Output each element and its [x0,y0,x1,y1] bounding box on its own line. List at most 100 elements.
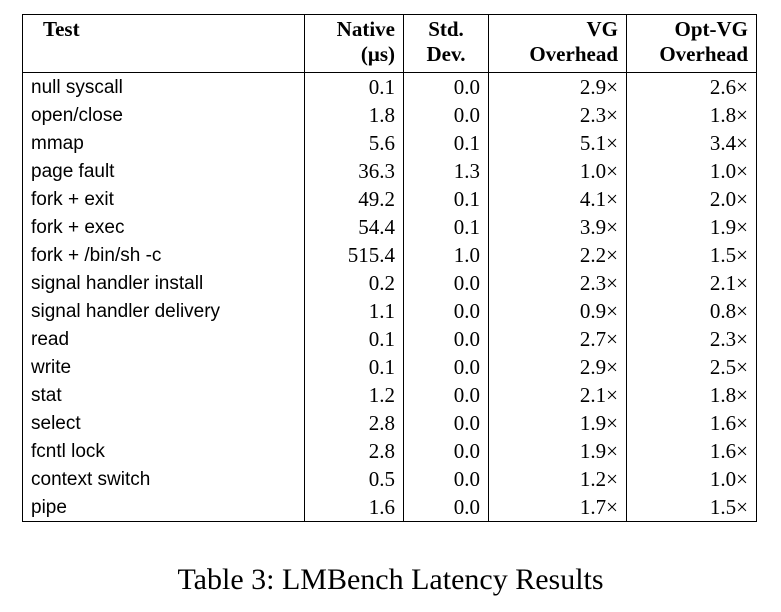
cell-optvg: 2.1× [626,269,757,297]
cell-optvg: 1.8× [626,381,757,409]
cell-optvg: 1.5× [626,241,757,269]
cell-native: 1.2 [304,381,404,409]
cell-vg: 1.7× [488,493,627,522]
cell-vg: 2.9× [488,353,627,381]
table-row: null syscall 0.1 0.0 2.9× 2.6× [22,72,757,101]
table-caption: Table 3: LMBench Latency Results [177,563,604,596]
table-row: mmap 5.6 0.1 5.1× 3.4× [22,129,757,157]
cell-optvg: 1.9× [626,213,757,241]
results-table: Test Native (μs) Std. Dev. VG Overhead O… [22,14,757,522]
cell-vg: 1.9× [488,437,627,465]
cell-native: 2.8 [304,437,404,465]
cell-test: context switch [22,465,305,493]
cell-test: signal handler install [22,269,305,297]
header-stddev-line-2: Dev. [426,42,466,66]
cell-native: 36.3 [304,157,404,185]
cell-native: 2.8 [304,409,404,437]
header-optvg-line-1: Opt-VG [674,17,749,41]
header-native: Native (μs) [304,14,404,73]
cell-vg: 4.1× [488,185,627,213]
table-row: context switch 0.5 0.0 1.2× 1.0× [22,465,757,493]
cell-stddev: 0.0 [403,101,489,129]
cell-test: fork + exec [22,213,305,241]
cell-test: page fault [22,157,305,185]
table-row: fcntl lock 2.8 0.0 1.9× 1.6× [22,437,757,465]
cell-stddev: 0.0 [403,353,489,381]
cell-stddev: 1.3 [403,157,489,185]
cell-test: read [22,325,305,353]
cell-test: fork + /bin/sh -c [22,241,305,269]
cell-test: write [22,353,305,381]
cell-vg: 1.0× [488,157,627,185]
cell-stddev: 0.0 [403,325,489,353]
header-stddev: Std. Dev. [403,14,489,73]
table-row: stat 1.2 0.0 2.1× 1.8× [22,381,757,409]
cell-optvg: 3.4× [626,129,757,157]
cell-test: stat [22,381,305,409]
cell-stddev: 0.0 [403,493,489,522]
cell-stddev: 0.1 [403,129,489,157]
cell-optvg: 2.3× [626,325,757,353]
cell-vg: 2.2× [488,241,627,269]
cell-test: fcntl lock [22,437,305,465]
cell-optvg: 1.5× [626,493,757,522]
table-row: open/close 1.8 0.0 2.3× 1.8× [22,101,757,129]
cell-vg: 2.7× [488,325,627,353]
header-row: Test Native (μs) Std. Dev. VG Overhead O… [22,14,757,73]
cell-test: signal handler delivery [22,297,305,325]
header-stddev-line-1: Std. [428,17,464,41]
header-vg-overhead: VG Overhead [488,14,627,73]
cell-vg: 0.9× [488,297,627,325]
cell-stddev: 0.0 [403,72,489,101]
cell-vg: 2.3× [488,269,627,297]
cell-stddev: 0.1 [403,213,489,241]
header-opt-vg-overhead: Opt-VG Overhead [626,14,757,73]
cell-test: fork + exit [22,185,305,213]
cell-optvg: 2.6× [626,72,757,101]
cell-optvg: 2.5× [626,353,757,381]
cell-native: 1.8 [304,101,404,129]
cell-test: open/close [22,101,305,129]
table-row: signal handler install 0.2 0.0 2.3× 2.1× [22,269,757,297]
header-test-line-1: Test [43,17,80,41]
header-test: Test [22,14,305,73]
cell-vg: 2.1× [488,381,627,409]
cell-optvg: 0.8× [626,297,757,325]
cell-native: 515.4 [304,241,404,269]
cell-optvg: 1.0× [626,465,757,493]
cell-vg: 3.9× [488,213,627,241]
cell-stddev: 0.0 [403,465,489,493]
cell-native: 0.2 [304,269,404,297]
cell-native: 0.1 [304,325,404,353]
cell-stddev: 0.0 [403,297,489,325]
cell-stddev: 0.0 [403,381,489,409]
cell-native: 0.1 [304,353,404,381]
cell-optvg: 2.0× [626,185,757,213]
cell-optvg: 1.6× [626,409,757,437]
cell-native: 1.6 [304,493,404,522]
table-row: fork + /bin/sh -c 515.4 1.0 2.2× 1.5× [22,241,757,269]
cell-native: 0.5 [304,465,404,493]
cell-native: 54.4 [304,213,404,241]
table-body: null syscall 0.1 0.0 2.9× 2.6× open/close 1.8 0… [22,72,757,522]
cell-vg: 1.2× [488,465,627,493]
cell-vg: 2.3× [488,101,627,129]
table-row: fork + exec 54.4 0.1 3.9× 1.9× [22,213,757,241]
cell-stddev: 0.0 [403,437,489,465]
header-vg-line-2: Overhead [529,42,618,66]
header-native-line-1: Native [336,17,395,41]
cell-stddev: 0.0 [403,269,489,297]
cell-test: null syscall [22,72,305,101]
cell-vg: 1.9× [488,409,627,437]
table-row: select 2.8 0.0 1.9× 1.6× [22,409,757,437]
table-row: page fault 36.3 1.3 1.0× 1.0× [22,157,757,185]
header-optvg-line-2: Overhead [659,42,748,66]
table-row: signal handler delivery 1.1 0.0 0.9× 0.8× [22,297,757,325]
cell-vg: 5.1× [488,129,627,157]
table-row: fork + exit 49.2 0.1 4.1× 2.0× [22,185,757,213]
cell-native: 5.6 [304,129,404,157]
cell-stddev: 0.0 [403,409,489,437]
cell-native: 1.1 [304,297,404,325]
cell-test: select [22,409,305,437]
cell-test: pipe [22,493,305,522]
